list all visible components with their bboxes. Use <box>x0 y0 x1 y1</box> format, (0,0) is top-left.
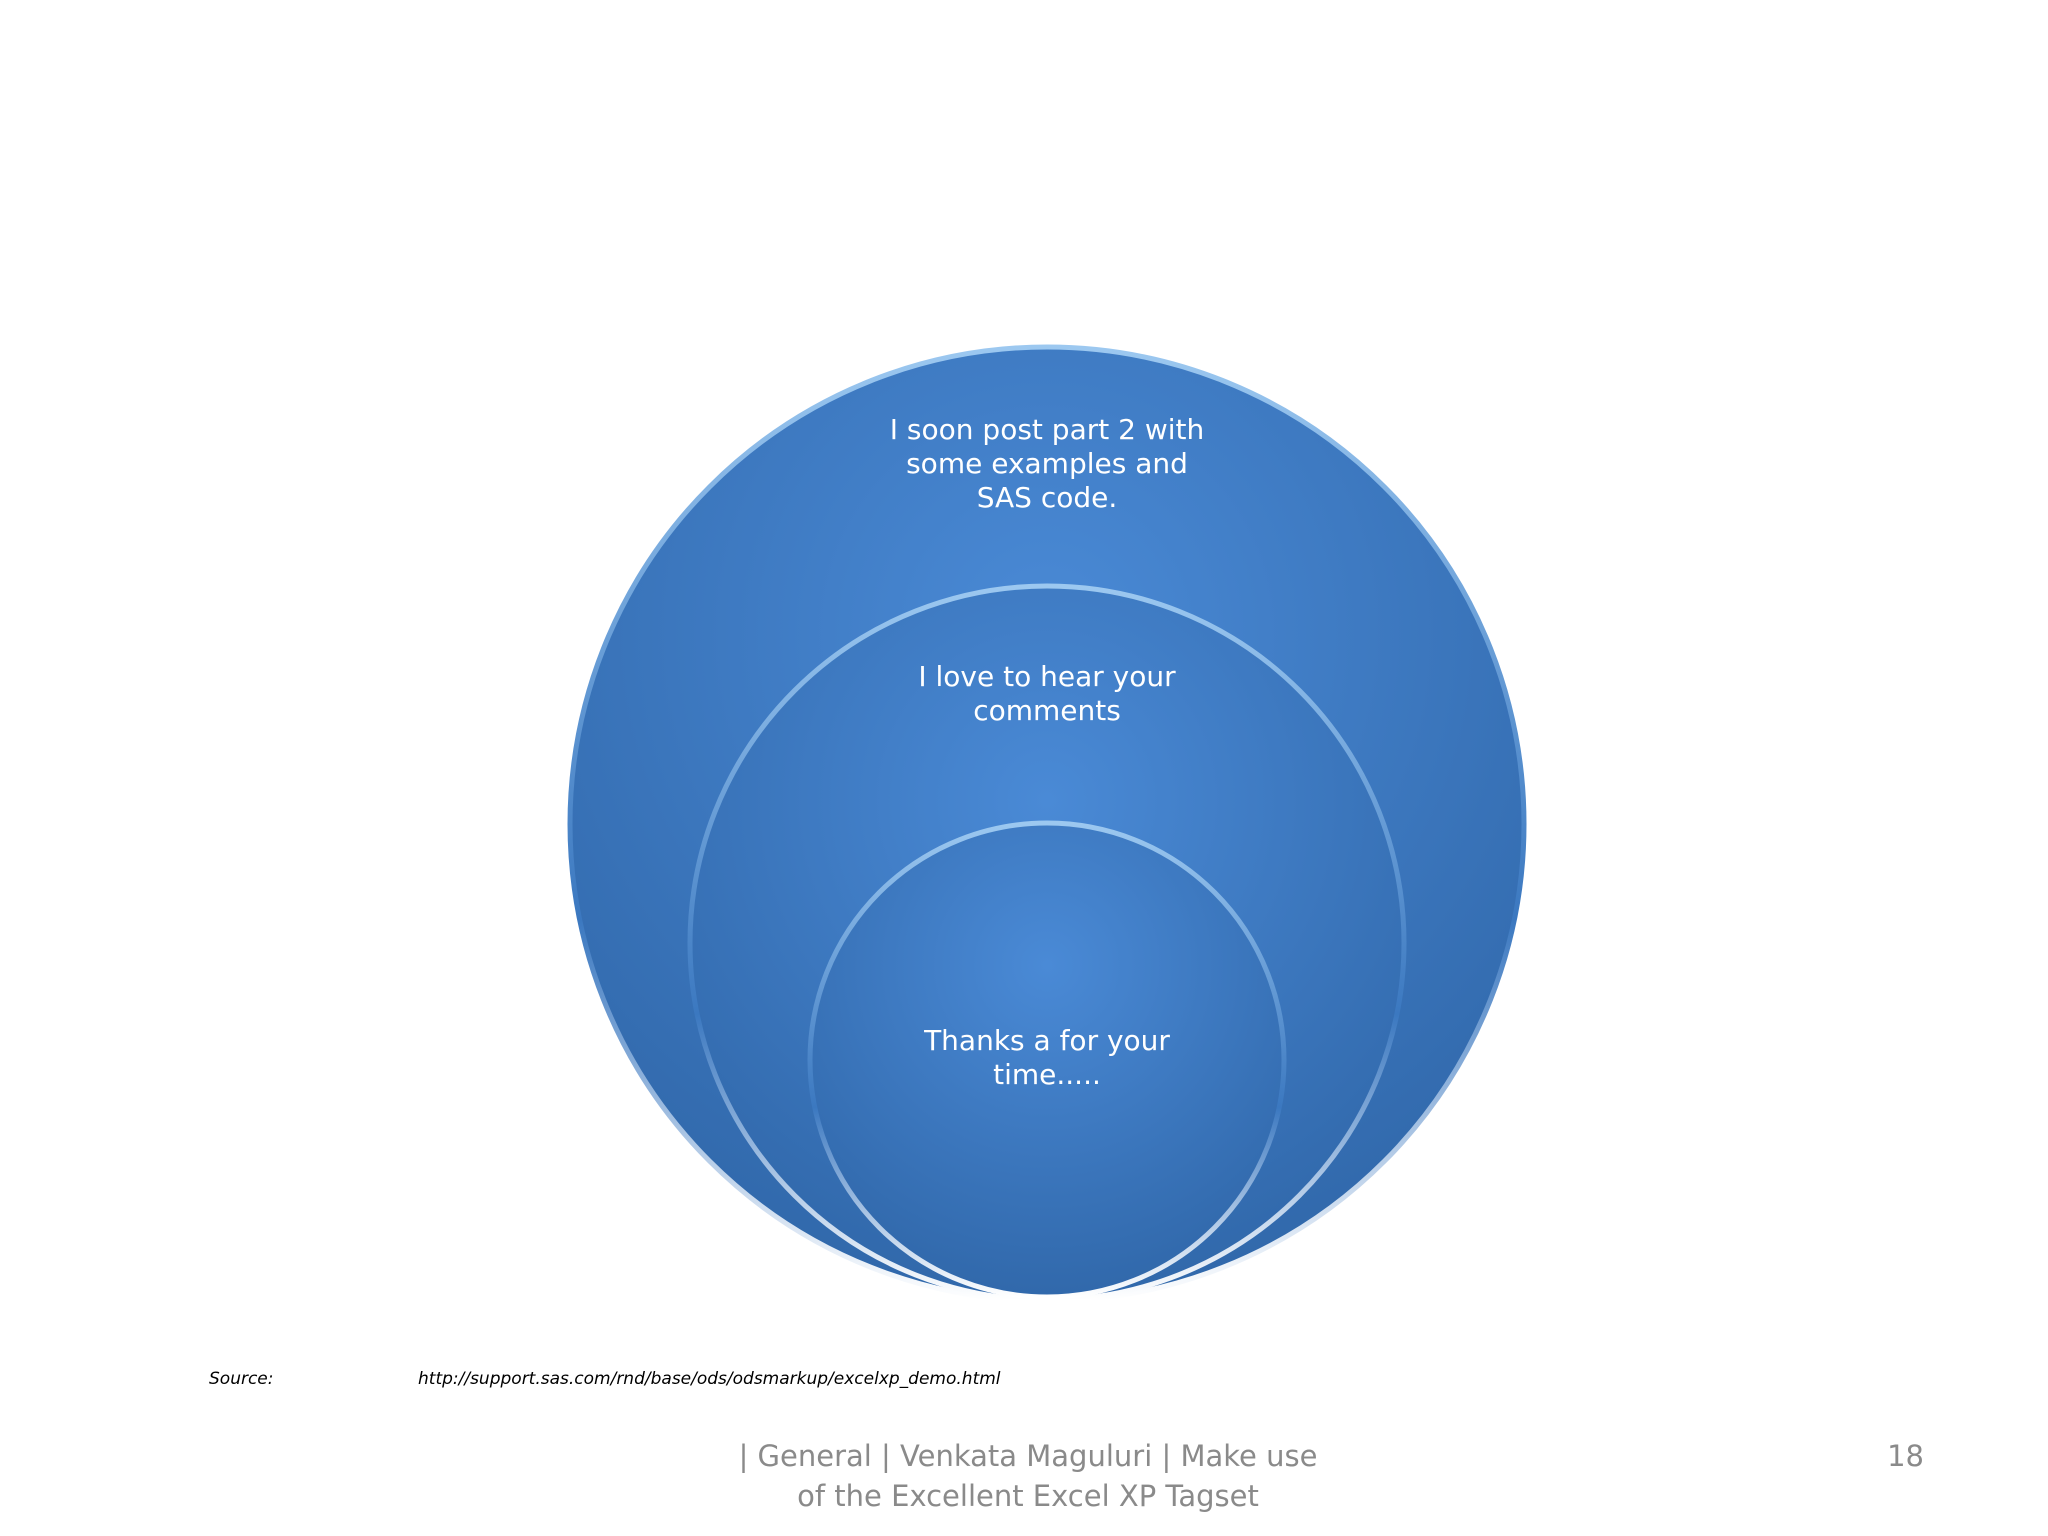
page-number: 18 <box>1887 1439 1924 1473</box>
node-label: some examples and <box>906 447 1188 480</box>
node-label: SAS code. <box>977 481 1118 514</box>
footer-line: of the Excellent Excel XP Tagset <box>797 1479 1259 1513</box>
source-url: http://support.sas.com/rnd/base/ods/odsm… <box>418 1369 1001 1389</box>
node-label: I love to hear your <box>918 660 1176 693</box>
node-label: comments <box>973 694 1121 727</box>
footer-line: | General | Venkata Maguluri | Make use <box>739 1439 1318 1473</box>
inner-circle <box>807 820 1287 1300</box>
node-label: I soon post part 2 with <box>890 413 1204 446</box>
node-label: time..... <box>993 1058 1101 1091</box>
source-label: Source: <box>209 1369 274 1389</box>
node-label: Thanks a for your <box>923 1024 1170 1057</box>
